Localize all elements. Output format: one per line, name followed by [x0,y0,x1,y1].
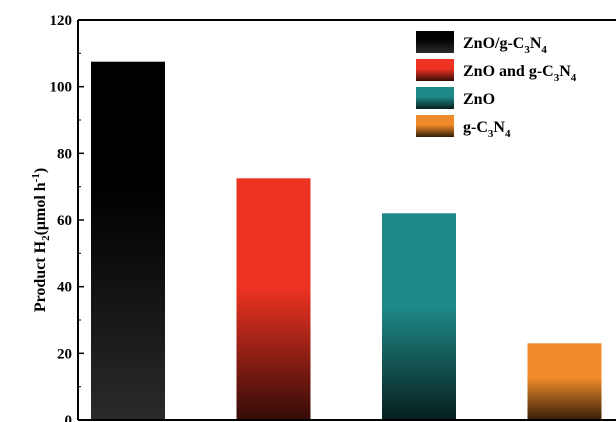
legend-label-g-c3n4: g-C3N4 [463,119,511,140]
legend: ZnO/g-C3N4 ZnO and g-C3N4 ZnO g-C3N4 [416,31,577,140]
y-tick-label-80: 80 [57,146,72,162]
legend-swatch-zno-g-c3n4 [416,31,454,53]
axes-group: 0 20 40 60 80 100 120 [50,13,616,422]
bars-group [91,61,602,420]
y-tick-label-0: 0 [65,413,73,422]
legend-swatch-zno-and-g-c3n4 [416,59,454,81]
y-axis-label: Product H2(μmol h-1) [30,168,52,312]
y-tick-label-20: 20 [57,346,72,362]
bar-zno-and-g-c3n4 [236,178,311,420]
legend-label-zno-g-c3n4: ZnO/g-C3N4 [463,35,547,56]
y-tick-label-40: 40 [57,280,72,296]
bar-g-c3n4 [527,343,602,420]
legend-label-zno-and-g-c3n4: ZnO and g-C3N4 [463,63,577,84]
y-tick-label-60: 60 [57,213,72,229]
y-tick-label-120: 120 [50,13,73,29]
y-tick-label-100: 100 [50,80,73,96]
bar-zno [382,213,456,420]
bar-zno-g-c3n4 [91,61,165,420]
legend-label-zno: ZnO [463,91,495,108]
legend-swatch-g-c3n4 [416,115,454,137]
legend-swatch-zno [416,87,454,109]
